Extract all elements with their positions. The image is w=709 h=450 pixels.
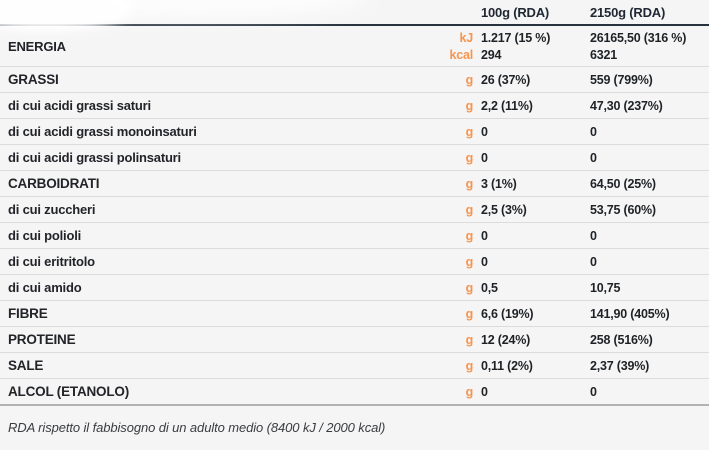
nutrition-row: FIBRE g 6,6 (19%) 141,90 (405%) [0, 301, 709, 327]
nutrition-row: di cui acidi grassi saturi g 2,2 (11%) 47,3… [0, 93, 709, 119]
header-divider [0, 24, 709, 26]
value-2150g: 559 (799%) [590, 72, 653, 87]
value-100g: 26 (37%) [481, 72, 531, 87]
unit-label: kJ [459, 30, 473, 45]
row-label: di cui acidi grassi saturi [8, 98, 151, 113]
nutrition-row: di cui zuccheri g 2,5 (3%) 53,75 (60%) [0, 197, 709, 223]
unit-label: g [465, 280, 474, 295]
value-2150g: 26165,50 (316 %) [590, 30, 687, 45]
value-100g: 294 [481, 47, 502, 62]
value-100g: 0 [481, 254, 488, 269]
row-label: di cui acidi grassi monoinsaturi [8, 124, 197, 139]
row-values: g 6,6 (19%) 141,90 (405%) [445, 307, 709, 321]
row-label: FIBRE [8, 306, 48, 321]
unit-label: g [465, 306, 474, 321]
unit-label: g [465, 98, 474, 113]
unit-label: g [465, 176, 474, 191]
value-100g: 2,2 (11%) [481, 98, 533, 113]
header-col-2150g: 2150g (RDA) [590, 4, 666, 20]
row-label: GRASSI [8, 72, 59, 87]
unit-label: g [465, 72, 474, 87]
row-values: g 0,5 10,75 [445, 281, 709, 295]
value-100g: 2,5 (3%) [481, 202, 527, 217]
row-label: ALCOL (ETANOLO) [8, 384, 129, 399]
unit-label: g [465, 358, 474, 373]
value-2150g: 258 (516%) [590, 332, 653, 347]
unit-label: g [465, 384, 474, 399]
nutrition-row: di cui acidi grassi polinsaturi g 0 0 [0, 145, 709, 171]
value-2150g: 10,75 [590, 280, 621, 295]
value-100g: 6,6 (19%) [481, 306, 534, 321]
row-label: PROTEINE [8, 332, 76, 347]
nutrition-row: di cui acidi grassi monoinsaturi g 0 0 [0, 119, 709, 145]
header-columns: 100g (RDA) 2150g (RDA) [445, 5, 709, 20]
nutrition-row: SALE g 0,11 (2%) 2,37 (39%) [0, 353, 709, 379]
value-2150g: 0 [590, 384, 597, 399]
value-100g: 0 [481, 228, 488, 243]
header-col-100g: 100g (RDA) [481, 4, 550, 20]
row-label: di cui amido [8, 280, 82, 295]
row-label: di cui eritritolo [8, 254, 95, 269]
value-2150g: 141,90 (405%) [590, 306, 670, 321]
value-100g: 12 (24%) [481, 332, 531, 347]
unit-label: g [465, 228, 474, 243]
nutrition-row: CARBOIDRATI g 3 (1%) 64,50 (25%) [0, 171, 709, 197]
table-header: 100g (RDA) 2150g (RDA) [0, 0, 709, 24]
row-label: di cui acidi grassi polinsaturi [8, 150, 181, 165]
unit-label: g [465, 332, 474, 347]
nutrition-row: PROTEINE g 12 (24%) 258 (516%) [0, 327, 709, 353]
value-100g: 0 [481, 384, 488, 399]
row-values: g 2,5 (3%) 53,75 (60%) [445, 203, 709, 217]
value-2150g: 0 [590, 124, 597, 139]
value-2150g: 0 [590, 150, 597, 165]
nutrition-row: di cui polioli g 0 0 [0, 223, 709, 249]
unit-label: g [465, 254, 474, 269]
value-100g: 3 (1%) [481, 176, 517, 191]
row-values: g 2,2 (11%) 47,30 (237%) [445, 99, 709, 113]
unit-label: g [465, 124, 474, 139]
unit-label: kcal [449, 47, 473, 62]
row-values: g 12 (24%) 258 (516%) [445, 333, 709, 347]
value-2150g: 47,30 (237%) [590, 98, 663, 113]
nutrition-row: di cui eritritolo g 0 0 [0, 249, 709, 275]
row-values: g 3 (1%) 64,50 (25%) [445, 177, 709, 191]
nutrition-row: GRASSI g 26 (37%) 559 (799%) [0, 67, 709, 93]
value-2150g: 2,37 (39%) [590, 358, 650, 373]
value-2150g: 64,50 (25%) [590, 176, 656, 191]
unit-label: g [465, 202, 474, 217]
row-label: ENERGIA [8, 38, 66, 54]
nutrition-rows: ENERGIA kJ 1.217 (15 %) 26165,50 (316 %) kca… [0, 26, 709, 406]
value-2150g: 0 [590, 254, 597, 269]
row-values: g 26 (37%) 559 (799%) [445, 73, 709, 87]
value-2150g: 0 [590, 228, 597, 243]
rda-footnote: RDA rispetto il fabbisogno di un adulto … [8, 420, 386, 435]
row-label: di cui zuccheri [8, 202, 96, 217]
row-values: g 0,11 (2%) 2,37 (39%) [445, 359, 709, 373]
nutrition-row: ENERGIA kJ 1.217 (15 %) 26165,50 (316 %) kca… [0, 26, 709, 67]
value-100g: 1.217 (15 %) [481, 30, 551, 45]
nutrition-row: ALCOL (ETANOLO) g 0 0 [0, 379, 709, 406]
unit-label: g [465, 150, 474, 165]
value-2150g: 53,75 (60%) [590, 202, 656, 217]
nutrition-row: di cui amido g 0,5 10,75 [0, 275, 709, 301]
row-label: CARBOIDRATI [8, 176, 100, 191]
value-100g: 0,5 [481, 280, 498, 295]
row-label: SALE [8, 358, 44, 373]
value-100g: 0,11 (2%) [481, 358, 533, 373]
value-100g: 0 [481, 150, 488, 165]
value-100g: 0 [481, 124, 488, 139]
value-2150g: 6321 [590, 47, 618, 62]
row-label: di cui polioli [8, 228, 82, 243]
row-values: kJ 1.217 (15 %) 26165,50 (316 %) kcal 294 632… [445, 29, 709, 63]
